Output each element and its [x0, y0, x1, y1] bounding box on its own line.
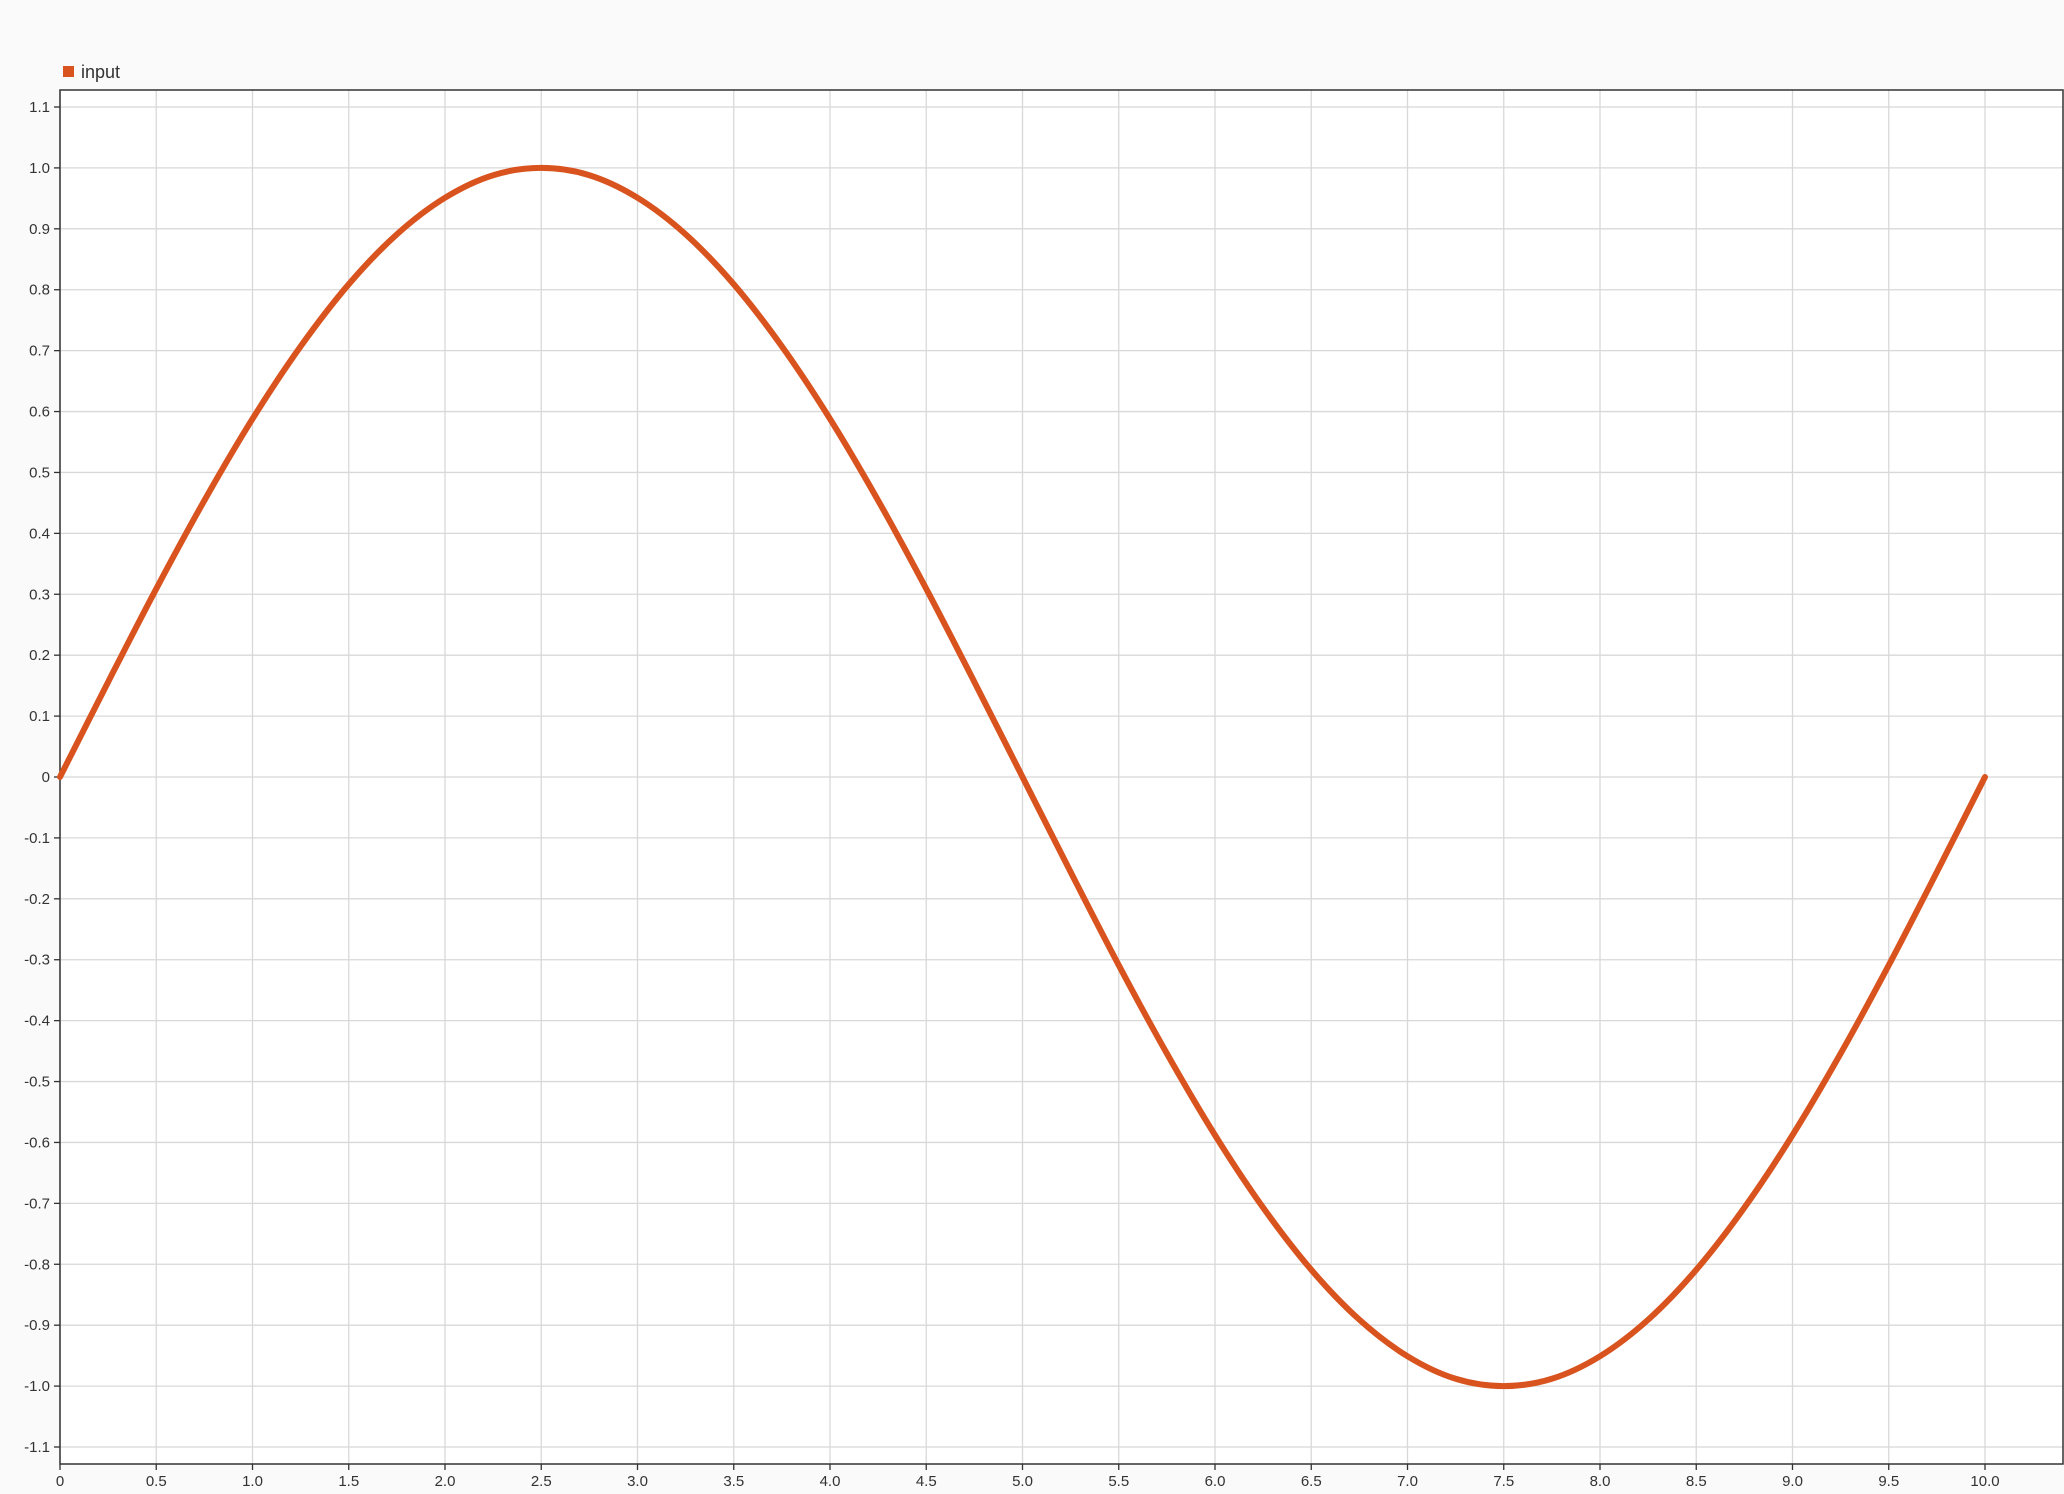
- x-tick-label: 6.0: [1205, 1473, 1226, 1490]
- y-tick-label: 0.6: [29, 404, 50, 421]
- y-tick-label: -0.7: [24, 1195, 50, 1212]
- legend-swatch: [63, 66, 74, 77]
- series-layer: [57, 164, 1988, 1390]
- x-tick-label: 3.5: [723, 1473, 744, 1490]
- x-tick-label: 9.5: [1878, 1473, 1899, 1490]
- y-tick-label: 0: [42, 769, 50, 786]
- x-tick-label: 3.0: [627, 1473, 648, 1490]
- legend[interactable]: input: [63, 62, 120, 82]
- x-tick-label: 0: [56, 1473, 64, 1490]
- x-tick-label: 9.0: [1782, 1473, 1803, 1490]
- y-tick-label: 0.3: [29, 586, 50, 603]
- axes: 0 0.5 1.0 1.5 2.0 2.5 3.0 3.5 4.0 4.5 5.0 5.5 6.0 6.5…: [24, 89, 2064, 1490]
- x-tick-label: 2.5: [531, 1473, 552, 1490]
- y-tick-label: -0.8: [24, 1256, 50, 1273]
- x-tick-label: 4.5: [916, 1473, 937, 1490]
- legend-label-input: input: [81, 62, 120, 82]
- x-tick-label: 10.0: [1970, 1473, 1999, 1490]
- grid: [59, 90, 2063, 1464]
- y-tick-label: -0.9: [24, 1317, 50, 1334]
- x-tick-label: 4.0: [820, 1473, 841, 1490]
- x-tick-label: 5.5: [1108, 1473, 1129, 1490]
- x-tick-label: 1.5: [338, 1473, 359, 1490]
- y-tick-label: -0.5: [24, 1074, 50, 1091]
- y-tick-label: 0.4: [29, 525, 50, 542]
- y-tick-label: 0.9: [29, 221, 50, 238]
- y-tick-label: -0.4: [24, 1013, 50, 1030]
- y-tick-label: -1.1: [24, 1439, 50, 1456]
- x-tick-label: 2.0: [435, 1473, 456, 1490]
- x-tick-label: 8.0: [1590, 1473, 1611, 1490]
- y-tick-label: -0.1: [24, 830, 50, 847]
- y-tick-label: 0.2: [29, 647, 50, 664]
- x-tick-label: 6.5: [1301, 1473, 1322, 1490]
- x-tick-label: 5.0: [1012, 1473, 1033, 1490]
- x-tick-label: 0.5: [146, 1473, 167, 1490]
- y-tick-label: 1.0: [29, 160, 50, 177]
- series-line-input[interactable]: [57, 164, 1988, 1390]
- y-tick-label: 0.5: [29, 464, 50, 481]
- y-tick-label: -0.6: [24, 1134, 50, 1151]
- y-tick-label: 0.1: [29, 708, 50, 725]
- y-tick-label: -1.0: [24, 1378, 50, 1395]
- x-tick-label: 8.5: [1686, 1473, 1707, 1490]
- x-tick-label: 7.0: [1397, 1473, 1418, 1490]
- x-tick-label: 7.5: [1493, 1473, 1514, 1490]
- y-tick-label: -0.2: [24, 891, 50, 908]
- y-tick-label: -0.3: [24, 952, 50, 969]
- y-tick-label: 0.8: [29, 282, 50, 299]
- y-tick-label: 1.1: [29, 99, 50, 116]
- y-tick-label: 0.7: [29, 343, 50, 360]
- x-tick-label: 1.0: [242, 1473, 263, 1490]
